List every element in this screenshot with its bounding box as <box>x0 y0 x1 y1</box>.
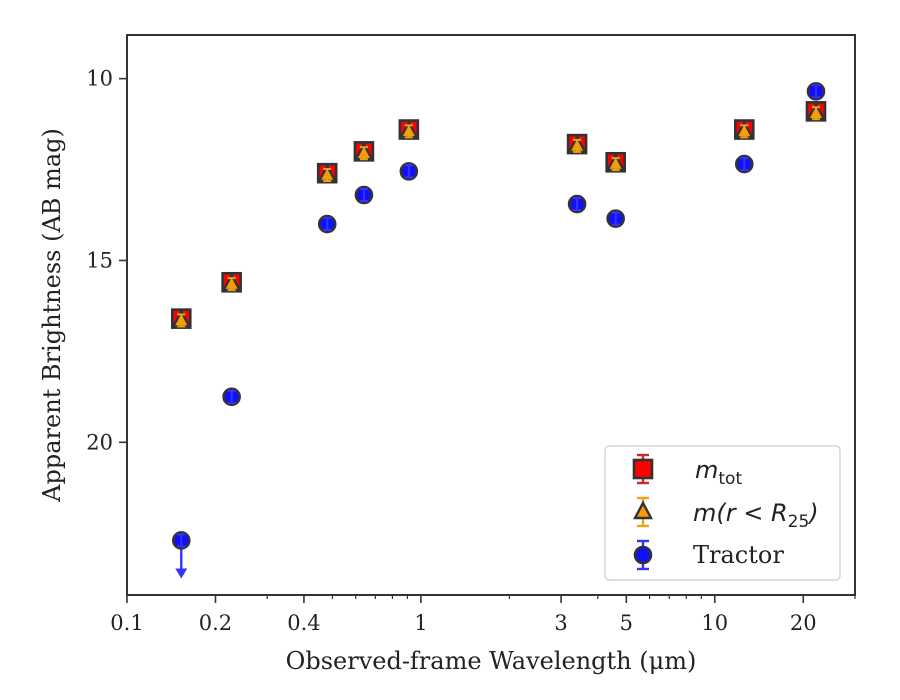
y-axis-label: Apparent Brightness (AB mag) <box>38 128 66 503</box>
legend-symbols <box>632 453 654 571</box>
legend-label-m-r25: m(r < R25) <box>693 499 819 532</box>
legend-box <box>604 445 841 581</box>
x-tick-label: 0.2 <box>199 611 232 635</box>
legend-marker-triangle <box>633 500 653 520</box>
x-tick-label: 5 <box>620 611 633 635</box>
data-marks <box>170 82 827 579</box>
x-tick-label: 0.1 <box>110 611 143 635</box>
y-tick-label: 20 <box>86 430 113 454</box>
y-tick-label: 10 <box>86 67 113 91</box>
y-tick-label: 15 <box>86 248 113 272</box>
legend-marker-square <box>632 458 654 480</box>
legend-marker-circle <box>633 545 653 565</box>
x-tick-label: 20 <box>790 611 817 635</box>
legend-label-tractor: Tractor <box>693 541 784 569</box>
x-tick-label: 10 <box>701 611 728 635</box>
x-tick-label: 1 <box>414 611 427 635</box>
legend: mtot m(r < R25) Tractor <box>604 445 841 581</box>
upper-limit-arrow-head <box>175 568 188 579</box>
x-axis-label: Observed-frame Wavelength (μm) <box>286 647 697 675</box>
legend-label-mtot: mtot <box>695 456 742 489</box>
plot-frame <box>126 34 856 596</box>
ticks-layer: 0.1 0.2 0.4 1 3 5 10 20 10 15 20 <box>86 67 856 635</box>
x-tick-label: 3 <box>554 611 567 635</box>
x-tick-label: 0.4 <box>287 611 320 635</box>
